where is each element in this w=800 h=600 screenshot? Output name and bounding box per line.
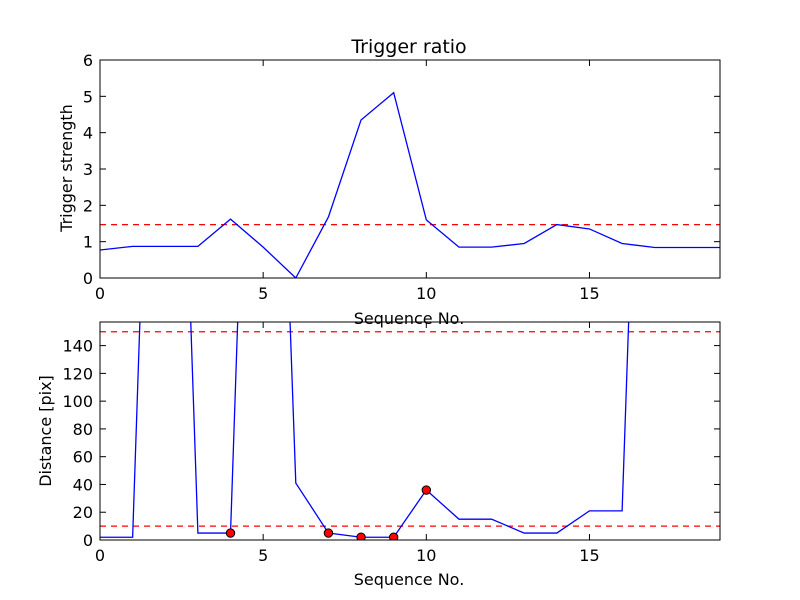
top-subplot: Trigger ratio 0 5 10 15 0 1 2 3 4 5 6 Trigger stre… [57, 36, 721, 328]
top-xtick-label-10: 10 [416, 284, 436, 303]
top-ytick-label-0: 0 [83, 269, 93, 288]
bottom-ytick-label-60: 60 [73, 448, 93, 467]
top-ytick-label-6: 6 [83, 51, 93, 70]
bottom-ytick-label-20: 20 [73, 503, 93, 522]
bottom-marker-0 [225, 528, 236, 538]
top-plot-area: 0 5 10 15 0 1 2 3 4 5 6 [83, 51, 721, 303]
bottom-plot-area: 0 5 10 15 0 20 40 60 80 100 120 140 [62, 321, 721, 565]
bottom-marker-2 [356, 532, 366, 540]
bottom-series-line-0 [100, 322, 630, 538]
bottom-marker-4 [421, 485, 432, 495]
top-xtick-label-5: 5 [258, 284, 268, 303]
top-ytick-label-1: 1 [83, 233, 93, 252]
bottom-ytick-label-120: 120 [62, 364, 93, 383]
top-axes-frame [99, 59, 721, 279]
bottom-ytick-label-140: 140 [62, 337, 93, 356]
top-series-line-0 [100, 91, 720, 278]
top-x-axis-label: Sequence No. [354, 309, 465, 328]
top-ytick-label-3: 3 [83, 160, 93, 179]
bottom-axes-frame [99, 321, 721, 541]
bottom-marker-1 [323, 528, 334, 538]
top-xtick-label-15: 15 [579, 284, 599, 303]
bottom-xtick-label-15: 15 [579, 546, 599, 565]
bottom-marker-3 [388, 532, 399, 540]
bottom-ytick-label-40: 40 [73, 475, 93, 494]
top-xtick-label-0: 0 [95, 284, 105, 303]
bottom-ytick-label-100: 100 [62, 392, 93, 411]
bottom-xtick-label-10: 10 [416, 546, 436, 565]
bottom-y-axis-label: Distance [pix] [36, 375, 55, 487]
bottom-x-axis-label: Sequence No. [354, 570, 465, 589]
top-y-axis-label: Trigger strength [57, 104, 76, 233]
bottom-ytick-label-80: 80 [73, 420, 93, 439]
bottom-xtick-label-5: 5 [258, 546, 268, 565]
bottom-ytick-label-0: 0 [83, 531, 93, 550]
bottom-xtick-label-0: 0 [95, 546, 105, 565]
top-ytick-label-5: 5 [83, 87, 93, 106]
top-ytick-label-4: 4 [83, 124, 93, 143]
top-ytick-label-2: 2 [83, 196, 93, 215]
bottom-plot-content [100, 322, 720, 540]
top-chart-title: Trigger ratio [350, 36, 466, 58]
top-plot-content [100, 91, 720, 278]
